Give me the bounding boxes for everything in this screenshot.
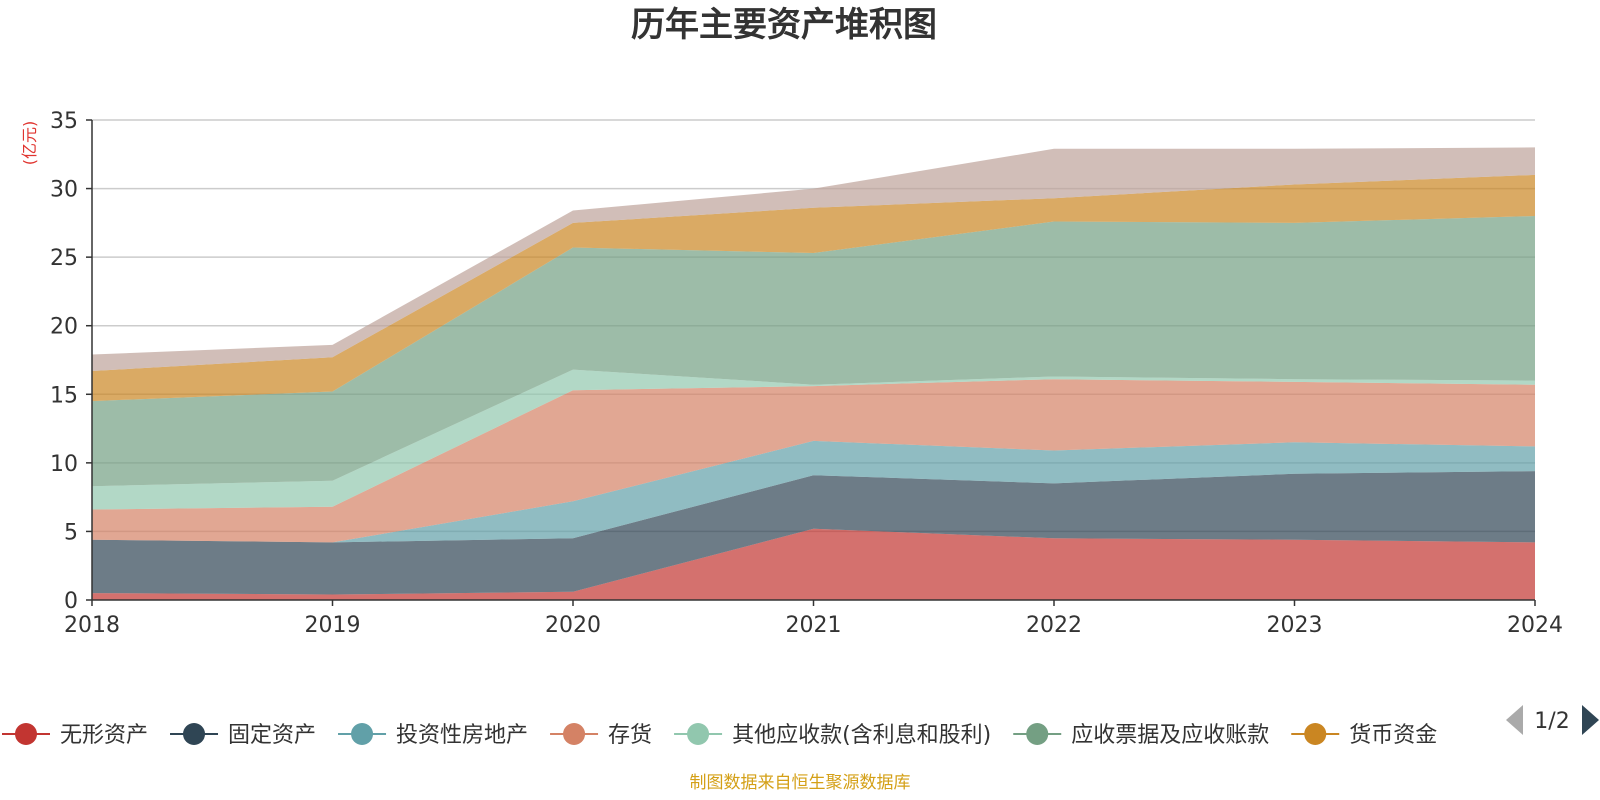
legend[interactable]: 无形资产 固定资产 投资性房地产 存货 其他应收款(含利息和股利) 应收票据及应收账款 货币… <box>2 723 1437 748</box>
legend-label: 存货 <box>608 723 652 748</box>
legend-pager: 1/2 <box>1506 705 1599 735</box>
x-tick-label: 2020 <box>545 613 601 638</box>
legend-item[interactable]: 无形资产 <box>2 723 148 748</box>
legend-item[interactable]: 货币资金 <box>1291 723 1437 748</box>
data-source-note: 制图数据来自恒生聚源数据库 <box>690 773 911 793</box>
y-tick-label: 30 <box>50 178 78 203</box>
legend-item[interactable]: 其他应收款(含利息和股利) <box>674 723 991 748</box>
x-tick-label: 2022 <box>1026 613 1082 638</box>
y-tick-label: 10 <box>50 452 78 477</box>
area-series-2 <box>92 471 1535 595</box>
chart-title: 历年主要资产堆积图 <box>631 5 937 45</box>
y-tick-label: 20 <box>50 315 78 340</box>
legend-items: 无形资产 固定资产 投资性房地产 存货 其他应收款(含利息和股利) 应收票据及应收账款 货币… <box>2 723 1437 748</box>
legend-item[interactable]: 投资性房地产 <box>338 723 528 748</box>
legend-dot-icon <box>687 723 710 745</box>
legend-dot-icon <box>1026 723 1049 745</box>
legend-dot-icon <box>1304 723 1327 745</box>
legend-label: 货币资金 <box>1349 723 1437 748</box>
x-tick-label: 2021 <box>786 613 842 638</box>
area-series-1 <box>92 528 1535 600</box>
legend-label: 固定资产 <box>228 723 316 748</box>
axes: 0 5 10 15 20 25 30 35 2018 2019 2020 2021 2022 2023 20… <box>50 109 1563 638</box>
legend-prev-icon[interactable] <box>1506 705 1523 735</box>
y-tick-label: 25 <box>50 246 78 271</box>
y-tick-label: 15 <box>50 383 78 408</box>
legend-label: 其他应收款(含利息和股利) <box>732 723 991 748</box>
legend-item[interactable]: 固定资产 <box>170 723 316 748</box>
area-series-7 <box>92 174 1535 402</box>
area-series-4 <box>92 379 1535 543</box>
y-tick-label: 0 <box>64 589 78 614</box>
y-axis-unit: (亿元) <box>20 121 39 166</box>
x-tick-label: 2018 <box>64 613 120 638</box>
legend-label: 投资性房地产 <box>396 723 528 748</box>
area-series-3 <box>92 440 1535 543</box>
legend-dot-icon <box>563 723 586 745</box>
legend-dot-icon <box>351 723 374 745</box>
x-tick-label: 2024 <box>1507 613 1563 638</box>
legend-dot-icon <box>183 723 206 745</box>
legend-label: 应收票据及应收账款 <box>1071 723 1269 748</box>
stacked-areas <box>92 147 1535 600</box>
legend-next-icon[interactable] <box>1582 705 1599 735</box>
legend-dot-icon <box>15 723 37 745</box>
x-tick-label: 2019 <box>305 613 361 638</box>
legend-page-indicator: 1/2 <box>1534 709 1569 734</box>
x-tick-label: 2023 <box>1267 613 1323 638</box>
y-tick-label: 5 <box>64 520 78 545</box>
area-series-5 <box>92 369 1535 510</box>
legend-item[interactable]: 存货 <box>550 723 652 748</box>
legend-item[interactable]: 应收票据及应收账款 <box>1013 723 1269 748</box>
area-series-6 <box>92 216 1535 487</box>
area-series-8 <box>92 147 1535 371</box>
legend-label: 无形资产 <box>60 723 148 748</box>
y-tick-label: 35 <box>50 109 78 134</box>
